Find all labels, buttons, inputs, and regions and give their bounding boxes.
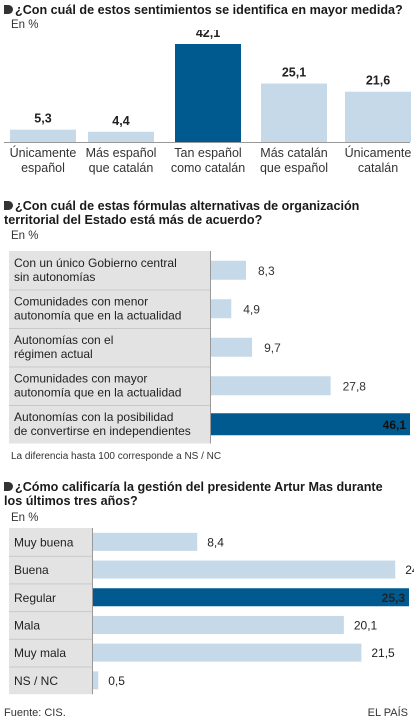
- bar-value-label: 9,7: [264, 341, 281, 355]
- category-label-cell: [9, 583, 92, 612]
- chart3-bar-chart: Muy buena 8,4 Buena 24,2 Regular 25,3 Mala 20,1…: [9, 528, 414, 695]
- bar-category-label: Comunidades con mayor: [14, 372, 147, 386]
- column-category-label: Tan español: [174, 146, 241, 160]
- chart3-title-line-2: los últimos tres años?: [4, 494, 138, 508]
- horizontal-bar: [210, 260, 247, 280]
- category-label-cell: [9, 666, 92, 695]
- bar-category-label: Buena: [14, 563, 49, 577]
- column-bar: [345, 91, 411, 142]
- bullet-icon: [4, 482, 13, 491]
- bar-category-label: Autonomías con la posibilidad: [14, 410, 173, 424]
- column-category-label: Únicamente: [10, 145, 77, 160]
- brand-logo-text: EL PAÍS: [367, 707, 408, 719]
- category-label-cell: [9, 528, 92, 556]
- chart2-unit: En %: [11, 230, 39, 242]
- column-bar: [175, 44, 241, 142]
- chart3-title: ¿Cómo calificaría la gestión del preside…: [4, 480, 383, 508]
- bar-value-label: 25,3: [382, 591, 406, 605]
- horizontal-bar: [92, 560, 396, 579]
- horizontal-bar: [210, 376, 331, 396]
- bar-category-label: Con un único Gobierno central: [14, 256, 177, 270]
- column-category-label: que español: [260, 161, 328, 175]
- column-category-label: como catalán: [171, 161, 245, 175]
- category-label-panel: [9, 251, 210, 444]
- bar-category-label: Comunidades con menor: [14, 295, 148, 309]
- horizontal-bar: [92, 532, 198, 551]
- column-category-label: que catalán: [89, 161, 154, 175]
- bar-category-label: Muy buena: [14, 535, 74, 549]
- column-bar: [88, 131, 154, 142]
- bullet-icon: [4, 5, 13, 14]
- column-category-label: catalán: [358, 161, 398, 175]
- horizontal-bar: [210, 299, 232, 319]
- bar-value-label: 27,8: [343, 379, 367, 393]
- category-label-cell: [9, 611, 92, 639]
- horizontal-bar: [92, 615, 344, 634]
- bar-category-label: NS / NC: [14, 674, 58, 688]
- bar-value-label: 8,4: [207, 535, 224, 549]
- chart2-title-line-2: territorial del Estado está más de acuer…: [4, 213, 263, 227]
- column-value-label: 4,4: [112, 114, 129, 128]
- column-value-label: 25,1: [282, 66, 306, 80]
- category-label-cell: [9, 555, 92, 584]
- chart3-title-line-1: ¿Cómo calificaría la gestión del preside…: [15, 480, 383, 494]
- horizontal-bar: [92, 588, 409, 607]
- bar-category-label: autonomía que en la actualidad: [14, 309, 181, 323]
- horizontal-bar: [210, 337, 253, 357]
- chart2-title-line-1: ¿Con cuál de estas fórmulas alternativas…: [15, 199, 360, 213]
- chart2-title: ¿Con cuál de estas fórmulas alternativas…: [4, 199, 359, 227]
- bar-value-label: 24,2: [405, 563, 414, 577]
- bar-category-label: régimen actual: [14, 347, 93, 361]
- bar-value-label: 8,3: [258, 264, 275, 278]
- bar-category-label: Mala: [14, 618, 40, 632]
- chart1-title: ¿Con cuál de estos sentimientos se ident…: [4, 3, 403, 17]
- column-category-label: español: [21, 161, 65, 175]
- chart1-unit: En %: [11, 19, 39, 31]
- column-value-label: 21,6: [366, 74, 390, 88]
- horizontal-bar: [92, 671, 99, 690]
- chart1-title-text: ¿Con cuál de estos sentimientos se ident…: [15, 3, 403, 17]
- bar-category-label: Regular: [14, 591, 56, 605]
- bar-value-label: 21,5: [371, 646, 395, 660]
- bar-category-label: sin autonomías: [14, 270, 95, 284]
- bar-value-label: 4,9: [243, 302, 260, 316]
- source-note: Fuente: CIS.: [4, 707, 66, 719]
- bar-category-label: autonomía que en la actualidad: [14, 386, 181, 400]
- column-bar: [10, 129, 76, 142]
- bar-category-label: de convertirse en independientes: [14, 424, 191, 438]
- bar-category-label: Autonomías con el: [14, 333, 113, 347]
- chart3-unit: En %: [11, 512, 39, 524]
- bar-value-label: 20,1: [354, 618, 378, 632]
- column-bar: [261, 83, 327, 142]
- horizontal-bar: [210, 413, 410, 436]
- column-value-label: 5,3: [34, 112, 51, 126]
- column-category-label: Más español: [86, 146, 157, 160]
- category-label-cell: [9, 638, 92, 667]
- chart2-note: La diferencia hasta 100 corresponde a NS…: [11, 451, 222, 462]
- bar-value-label: 46,1: [383, 418, 407, 432]
- column-category-label: Únicamente: [345, 145, 412, 160]
- bar-value-label: 0,5: [108, 674, 125, 688]
- horizontal-bar: [92, 643, 362, 662]
- bullet-icon: [4, 201, 13, 210]
- column-category-label: Más catalán: [260, 146, 327, 160]
- bar-category-label: Muy mala: [14, 646, 66, 660]
- column-value-label: 42,1: [196, 30, 220, 40]
